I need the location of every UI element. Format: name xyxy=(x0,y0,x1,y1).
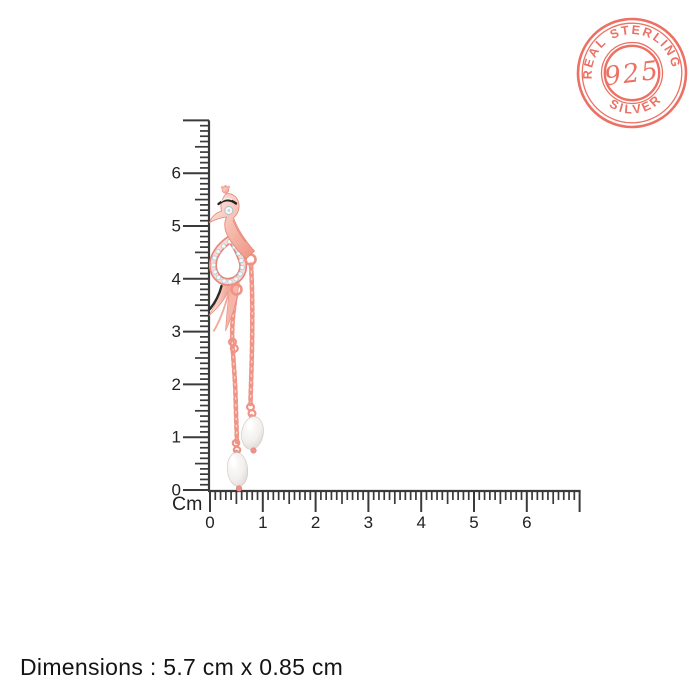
h-ruler-number: 2 xyxy=(311,513,320,532)
v-ruler-number: 2 xyxy=(172,375,181,394)
h-ruler-number: 6 xyxy=(522,513,531,532)
v-ruler-number: 6 xyxy=(172,164,181,183)
crystals xyxy=(210,238,245,285)
v-ruler-number: 5 xyxy=(172,217,181,236)
pearl-drop-right xyxy=(241,413,264,454)
pave-teardrop-loop xyxy=(209,233,248,286)
pearl-drop-left xyxy=(226,449,249,492)
ruler-unit-label: Cm xyxy=(172,493,202,515)
dimensions-text: Dimensions : 5.7 cm x 0.85 cm xyxy=(20,654,344,680)
chain-right xyxy=(248,262,255,407)
stamp-outer-ring xyxy=(576,17,688,129)
peacock-head xyxy=(208,185,256,260)
h-ruler-number: 5 xyxy=(469,513,478,532)
h-ruler-number: 1 xyxy=(258,513,267,532)
brow-accent xyxy=(217,198,238,206)
earring-illustration xyxy=(208,185,264,492)
v-ruler-number: 0 xyxy=(172,481,181,500)
h-ruler-number: 3 xyxy=(364,513,373,532)
v-ruler-number: 4 xyxy=(172,269,181,288)
chain-left xyxy=(229,292,240,445)
h-ruler-number: 4 xyxy=(416,513,425,532)
v-ruler-number: 3 xyxy=(172,322,181,341)
v-ruler-number: 1 xyxy=(172,428,181,447)
sterling-silver-stamp: REAL STERLING SILVER 925 xyxy=(575,17,688,129)
stamp-925-text: 925 xyxy=(603,56,662,93)
h-ruler-number: 0 xyxy=(205,513,214,532)
